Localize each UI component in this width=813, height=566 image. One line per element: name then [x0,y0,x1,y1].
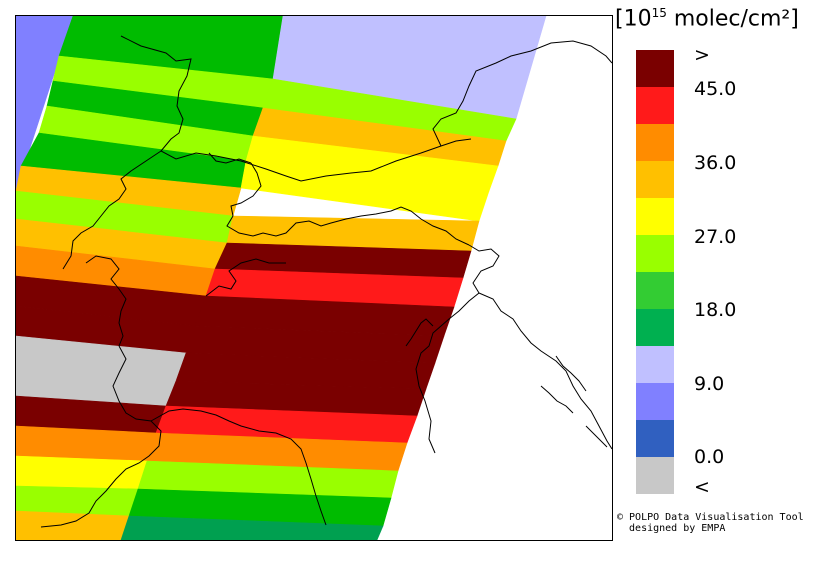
border-line [205,258,286,297]
swath-pixel [16,485,139,517]
border-line [226,206,470,246]
border-line [555,355,587,392]
border-line [432,40,612,147]
legend-swatch-yellow [636,198,674,235]
legend-tick-over: > [694,44,710,66]
border-line [208,152,252,164]
legend-swatch-over [636,50,674,87]
legend-tick-18: 18.0 [694,299,737,321]
legend-swatch-lavender [636,346,674,383]
legend-tick-45: 45.0 [694,78,737,100]
map-panel [15,15,613,541]
border-line [85,255,127,347]
border-line [540,385,574,414]
border-line [478,292,612,450]
swath-pixel [16,510,130,540]
border-line [230,162,262,217]
border-line [120,35,472,182]
legend-tick-36: 36.0 [694,152,737,174]
legend-tick-27: 27.0 [694,226,737,248]
legend-tick-under: < [694,476,710,498]
country-borders [40,35,612,528]
swath-pixel [16,455,148,490]
legend-swatch-amber [636,161,674,198]
legend-swatch-orange [636,124,674,161]
legend-swatch-lime [636,235,674,272]
unit-base: [10 [615,6,652,32]
legend-tick-9: 9.0 [694,373,725,395]
color-legend [636,50,674,494]
legend-unit-label: [1015 molec/cm²] [615,6,799,31]
border-line [415,244,500,454]
border-line [585,425,608,448]
legend-swatch-under [636,457,674,494]
unit-rest: molec/cm²] [666,6,799,32]
unit-exponent: 15 [651,6,667,20]
legend-swatch-red [636,87,674,124]
credit-text: © POLPO Data Visualisation Tool designed… [617,512,804,534]
legend-tick-0: 0.0 [694,446,725,468]
legend-swatch-green [636,272,674,309]
border-line [40,345,162,528]
border-line [150,408,327,526]
legend-swatch-dkgreen [636,309,674,346]
credit-line-2: designed by EMPA [617,523,726,534]
border-line [405,318,434,347]
swath-pixel [120,515,384,540]
swath-pixels [16,16,547,540]
satellite-swath-map [16,16,612,540]
credit-line-1: © POLPO Data Visualisation Tool [617,512,804,523]
border-line [62,150,162,270]
legend-swatch-blue [636,420,674,457]
legend-swatch-periwinkle [636,383,674,420]
